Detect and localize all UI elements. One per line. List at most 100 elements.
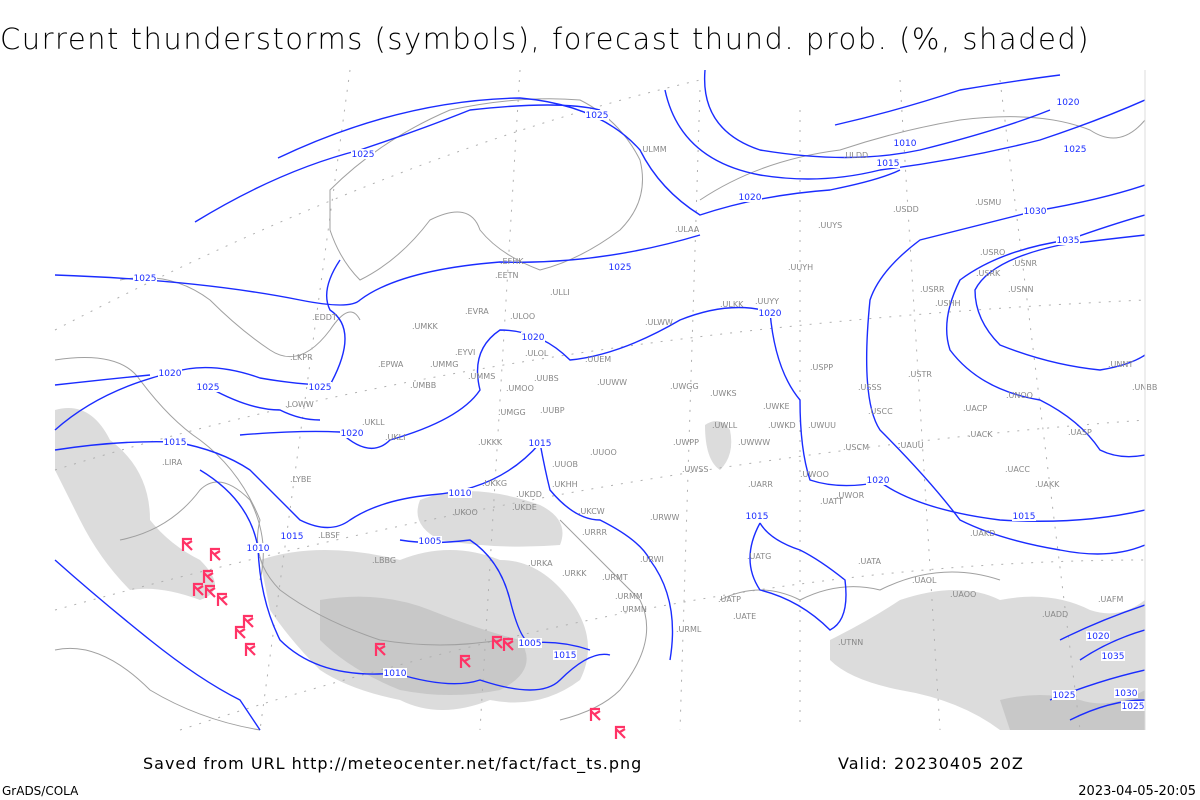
- station-label: .UTNN: [838, 638, 863, 647]
- isobar-label: 1025: [352, 150, 375, 160]
- isobar-label-background: [1056, 235, 1080, 245]
- station-label: .LKPR: [290, 353, 313, 362]
- station-label: .EVRA: [465, 307, 489, 316]
- isobar-label-background: [383, 668, 407, 678]
- station-label: .LBSF: [318, 531, 340, 540]
- isobar-label: 1025: [1053, 691, 1076, 701]
- station-label: .UWLL: [712, 421, 738, 430]
- isobar-label-background: [133, 273, 157, 283]
- isobar-label-background: [1114, 688, 1138, 698]
- station-label: .EETN: [495, 271, 519, 280]
- station-label: .USMU: [975, 198, 1001, 207]
- station-label: .UATE: [733, 612, 756, 621]
- station-label: .UWGG: [670, 382, 699, 391]
- isobar-label: 1015: [746, 512, 769, 522]
- station-label: .UMKK: [412, 322, 439, 331]
- isobar-label-background: [1063, 144, 1087, 154]
- station-label: .UWKE: [763, 402, 790, 411]
- thunderstorm-icon: [202, 569, 214, 583]
- station-label: .UKHH: [552, 480, 578, 489]
- station-label: .UMMG: [430, 360, 458, 369]
- station-label: .UWWW: [738, 438, 770, 447]
- isobar-label: 1020: [1087, 632, 1110, 642]
- thunderstorm-icon: [491, 635, 503, 649]
- station-label: .URWI: [640, 555, 664, 564]
- thunderstorm-icon: [502, 637, 514, 651]
- isobar-label-background: [1101, 651, 1125, 661]
- station-label: .UKOO: [452, 508, 478, 517]
- isobar-label: 1030: [1115, 689, 1138, 699]
- station-label: .USNN: [1008, 285, 1033, 294]
- station-label: .UKKK: [478, 438, 503, 447]
- isobar-label: 1010: [449, 489, 472, 499]
- isobar-label-background: [158, 368, 182, 378]
- coastlines: [54, 98, 1146, 731]
- isobar-label: 1035: [1102, 652, 1125, 662]
- station-label: .USRK: [976, 269, 1001, 278]
- station-label: .UASP: [1068, 428, 1092, 437]
- isobar-label: 1030: [1024, 207, 1047, 217]
- station-label: .USNR: [1012, 259, 1037, 268]
- station-label: .UWKD: [768, 421, 796, 430]
- thunderstorm-icon: [244, 642, 256, 656]
- station-label: .UKDD: [516, 490, 542, 499]
- isobar-label: 1020: [341, 429, 364, 439]
- station-label: .UWKS: [710, 389, 737, 398]
- map-title: Current thunderstorms (symbols), forecas…: [0, 22, 1091, 56]
- station-label: .ULLI: [550, 288, 570, 297]
- station-label: .ULWW: [645, 318, 673, 327]
- station-label: .UUEM: [585, 355, 611, 364]
- thunderstorm-icon: [459, 654, 471, 668]
- thunderstorm-icon: [216, 592, 228, 606]
- station-label: .URKK: [562, 569, 587, 578]
- generated-timestamp: 2023-04-05-20:05: [1078, 784, 1196, 799]
- station-label: .USDD: [893, 205, 919, 214]
- isobar-label-background: [893, 138, 917, 148]
- station-label: .URRR: [582, 528, 608, 537]
- isobar-label: 1025: [1064, 145, 1087, 155]
- station-label: .URWW: [650, 513, 680, 522]
- station-label: .URMN: [620, 605, 647, 614]
- station-label: .USRO: [980, 248, 1005, 257]
- station-label: .ULAA: [675, 225, 700, 234]
- station-label: .EDDT: [312, 313, 337, 322]
- station-label: .UACK: [968, 430, 993, 439]
- isobar-label-background: [553, 650, 577, 660]
- isobar-label: 1020: [1057, 98, 1080, 108]
- source-url: Saved from URL http://meteocenter.net/fa…: [143, 754, 643, 773]
- station-label: .UUBP: [540, 406, 565, 415]
- station-label: .ULKK: [720, 300, 744, 309]
- station-label: .EPWA: [378, 360, 404, 369]
- station-label: .LOWW: [285, 400, 314, 409]
- isobar-label: 1015: [529, 439, 552, 449]
- isobar-label-background: [280, 531, 304, 541]
- station-label: .UKKG: [482, 479, 507, 488]
- isobar-label-background: [866, 475, 890, 485]
- isobar-label-background: [246, 543, 270, 553]
- isobar-label: 1025: [1122, 702, 1145, 712]
- isobar-label: 1025: [197, 383, 220, 393]
- software-credit: GrADS/COLA: [2, 784, 79, 798]
- station-label: .UUOO: [590, 448, 617, 457]
- isobar-label-background: [308, 382, 332, 392]
- station-label: .UAKD: [970, 529, 995, 538]
- isobar-label-background: [351, 149, 375, 159]
- station-label: .ULOO: [510, 312, 535, 321]
- station-label: .UATA: [858, 557, 882, 566]
- station-label: .UNNT: [1108, 360, 1133, 369]
- isobar-label-background: [163, 437, 187, 447]
- isobar-label-background: [1012, 511, 1036, 521]
- station-label: .USRR: [920, 285, 945, 294]
- isobar-label: 1015: [554, 651, 577, 661]
- isobar-label: 1020: [739, 193, 762, 203]
- station-label: .USHH: [935, 299, 961, 308]
- thunderstorm-symbols: [181, 537, 626, 739]
- station-label: .UACC: [1005, 465, 1030, 474]
- station-label: .URML: [676, 625, 702, 634]
- station-label: .UAOO: [950, 590, 976, 599]
- station-label: .LIRA: [162, 458, 183, 467]
- isobar-label: 1020: [159, 369, 182, 379]
- station-label: .UNOO: [1006, 391, 1033, 400]
- station-label: .UWOR: [836, 491, 865, 500]
